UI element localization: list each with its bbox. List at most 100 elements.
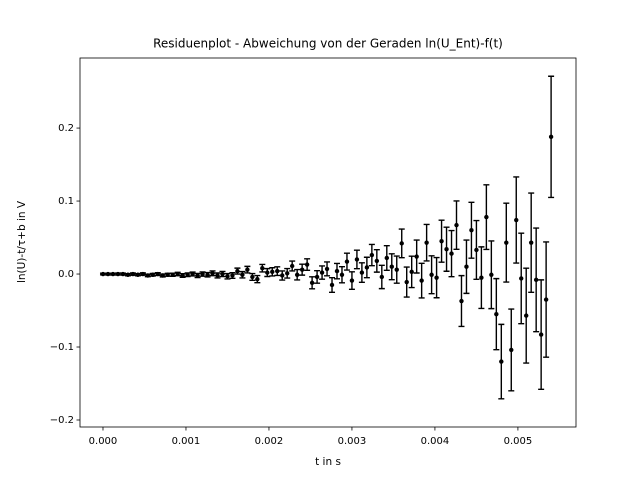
data-point [245, 267, 250, 272]
data-point [354, 257, 360, 262]
data-point [329, 282, 335, 288]
data-point [533, 277, 539, 283]
data-point [294, 272, 300, 277]
data-point [389, 264, 394, 269]
data-point [509, 347, 514, 353]
data-point [135, 272, 141, 277]
data-point [215, 273, 220, 278]
data-point [130, 271, 136, 277]
data-point [339, 272, 345, 277]
data-point [469, 228, 474, 233]
y-tick-label: −0.1 [50, 342, 74, 353]
data-point [145, 273, 150, 278]
data-point [404, 279, 409, 285]
data-point [314, 274, 320, 280]
data-point [260, 265, 265, 271]
data-point [459, 298, 464, 304]
data-point [384, 255, 389, 261]
data-point [324, 266, 330, 272]
data-point [110, 271, 116, 277]
data-point [205, 272, 210, 277]
data-point [265, 270, 270, 275]
data-point [230, 273, 235, 278]
x-tick-label: 0.003 [338, 436, 367, 447]
data-point [185, 272, 190, 277]
y-tick-label: 0.0 [58, 269, 74, 280]
plot-frame [79, 57, 577, 428]
y-tick-label: 0.1 [58, 196, 74, 207]
data-point [543, 297, 549, 302]
x-tick-label: 0.001 [172, 436, 201, 447]
data-point [299, 267, 305, 272]
data-point [309, 280, 315, 285]
data-point [275, 268, 280, 274]
data-point [270, 269, 275, 275]
data-point [255, 276, 260, 282]
data-point [364, 265, 370, 270]
data-point [304, 262, 310, 267]
data-point [454, 222, 459, 228]
data-point [165, 272, 170, 277]
data-point [374, 258, 380, 264]
data-point [150, 272, 155, 277]
data-point [409, 269, 414, 275]
y-tick-label: 0.2 [58, 123, 74, 134]
data-point [499, 359, 504, 364]
x-tick-label: 0.002 [255, 436, 284, 447]
x-tick-label: 0.004 [421, 436, 450, 447]
data-point [379, 274, 385, 280]
data-point [289, 263, 295, 269]
data-point [484, 214, 489, 220]
x-tick-label: 0.005 [504, 436, 533, 447]
data-point [359, 270, 365, 275]
data-point [200, 271, 205, 277]
data-point [439, 238, 444, 244]
data-point [170, 272, 175, 277]
y-tick-label: −0.2 [50, 415, 74, 426]
data-point [105, 271, 111, 277]
chart-title: Residuenplot - Abweichung von der Gerade… [153, 37, 503, 51]
data-point [115, 271, 121, 277]
data-point [449, 251, 454, 256]
x-tick-label: 0.000 [89, 436, 118, 447]
data-point [140, 271, 146, 277]
data-point [429, 272, 434, 277]
data-point [155, 271, 160, 277]
data-point [280, 273, 285, 278]
data-point [190, 271, 195, 277]
data-point [120, 271, 126, 277]
data-point [369, 252, 375, 258]
data-point [344, 259, 350, 264]
data-point [474, 247, 479, 253]
data-point [414, 254, 419, 259]
data-point [514, 217, 519, 223]
data-point [548, 134, 554, 140]
data-point [528, 240, 534, 245]
data-point [464, 264, 469, 269]
data-point [285, 271, 290, 276]
data-point [394, 267, 399, 272]
data-point [125, 272, 131, 277]
data-point [250, 274, 255, 280]
data-point [319, 270, 325, 275]
data-point [160, 273, 165, 278]
data-point [504, 240, 509, 245]
data-point [225, 274, 230, 279]
data-point [524, 313, 529, 318]
data-point [419, 278, 424, 283]
data-point [489, 272, 494, 277]
y-axis-label: ln(U)-t/τ+b in V [16, 200, 28, 283]
data-point [444, 247, 449, 252]
data-point [434, 275, 439, 280]
data-point [538, 332, 544, 337]
data-point [180, 273, 185, 278]
data-point [195, 273, 200, 278]
data-point [399, 241, 404, 246]
data-point [424, 240, 429, 245]
data-point [100, 271, 106, 277]
data-point [210, 271, 215, 276]
x-axis-label: t in s [315, 456, 341, 468]
